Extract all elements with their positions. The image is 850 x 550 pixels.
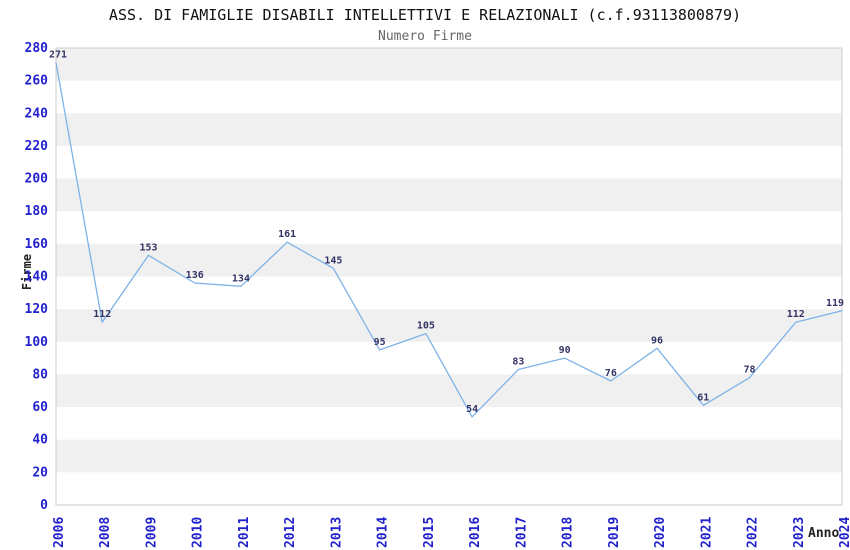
chart-title: ASS. DI FAMIGLIE DISABILI INTELLETTIVI E… [108,6,742,24]
x-tick-label: 2009 [144,517,159,548]
series-line [55,62,843,418]
x-tick-label: 2023 [792,517,807,548]
data-point-label: 90 [559,345,571,356]
data-point-label: 153 [139,242,157,253]
data-point-label: 54 [466,404,478,415]
x-tick-label: 2008 [98,517,113,548]
y-tick-label: 240 [25,106,49,121]
data-point-label: 119 [826,298,844,309]
y-tick-label: 120 [25,302,49,317]
y-tick-label: 260 [25,74,49,89]
x-tick-label: 2024 [838,517,850,548]
grid-band [56,243,842,277]
y-tick-label: 80 [32,367,48,382]
x-tick-label: 2013 [329,517,344,548]
x-axis-title: Anno [808,526,840,541]
data-point-label: 76 [605,368,617,379]
data-point-label: 95 [374,337,386,348]
y-tick-label: 40 [32,433,48,448]
y-tick-label: 100 [25,335,49,350]
data-point-label: 105 [417,321,435,332]
grid-band [56,48,842,81]
y-tick-label: 220 [25,139,49,154]
y-tick-label: 0 [40,498,48,513]
grid-band [56,178,842,212]
data-point-label: 161 [278,229,296,240]
y-tick-label: 20 [32,465,48,480]
x-tick-label: 2010 [191,517,206,548]
y-tick-label: 60 [32,400,48,415]
x-tick-label: 2015 [422,517,437,548]
x-tick-label: 2017 [514,517,529,548]
chart-subtitle: Numero Firme [378,29,472,44]
x-tick-label: 2011 [237,517,252,548]
x-tick-label: 2021 [699,517,714,548]
data-point-label: 112 [787,309,805,320]
x-tick-label: 2016 [468,517,483,548]
x-tick-label: 2018 [561,517,576,548]
data-point-label: 136 [186,270,204,281]
x-tick-label: 2006 [52,517,67,548]
data-point-label: 78 [744,365,756,376]
x-tick-label: 2014 [376,517,391,548]
data-point-label: 112 [93,309,111,320]
grid-band [56,309,842,342]
y-tick-label: 160 [25,237,49,252]
x-tick-label: 2012 [283,517,298,548]
data-point-label: 271 [49,50,67,61]
x-tick-label: 2020 [653,517,668,548]
y-tick-label: 180 [25,204,49,219]
data-point-label: 61 [697,392,709,403]
data-point-label: 134 [232,273,250,284]
data-point-label: 145 [324,255,342,266]
y-tick-label: 140 [25,270,49,285]
y-tick-label: 280 [25,41,49,56]
y-tick-label: 200 [25,172,49,187]
grid-band [56,113,842,146]
plot-border [55,47,843,506]
grid-band [56,374,842,408]
grid-band [56,439,842,473]
x-tick-label: 2019 [607,517,622,548]
data-point-label: 83 [512,357,524,368]
data-point-label: 96 [651,335,663,346]
x-tick-label: 2022 [746,517,761,548]
